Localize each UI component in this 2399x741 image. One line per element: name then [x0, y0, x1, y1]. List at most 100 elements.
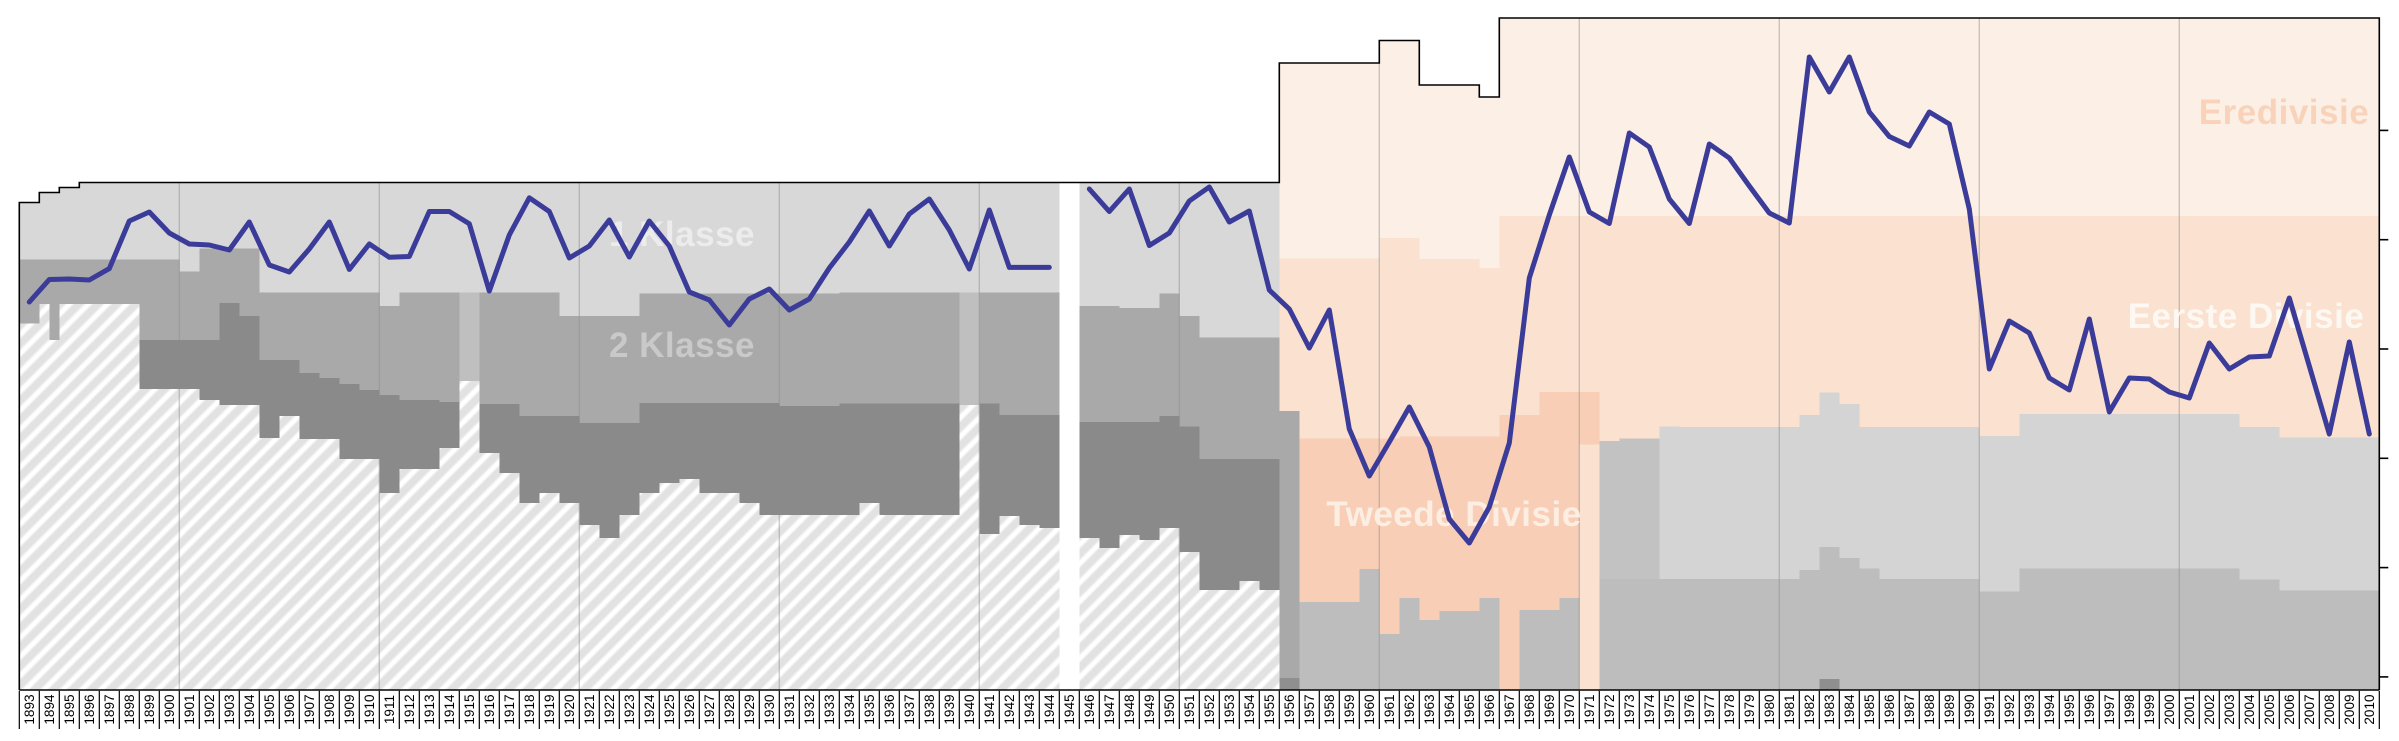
svg-text:1989: 1989	[1942, 694, 1957, 724]
svg-text:1911: 1911	[382, 695, 397, 724]
svg-text:1998: 1998	[2122, 694, 2137, 724]
svg-text:1912: 1912	[402, 694, 417, 724]
svg-text:1993: 1993	[2022, 694, 2037, 724]
svg-text:Eredivisie: Eredivisie	[2199, 93, 2369, 132]
svg-text:1932: 1932	[802, 694, 817, 724]
svg-text:1976: 1976	[1682, 694, 1697, 724]
svg-text:1970: 1970	[1562, 694, 1577, 725]
svg-text:1917: 1917	[502, 694, 517, 724]
svg-text:2004: 2004	[2242, 694, 2257, 725]
svg-text:1920: 1920	[562, 694, 577, 725]
svg-text:1914: 1914	[442, 694, 457, 725]
svg-text:1971: 1971	[1582, 694, 1597, 724]
svg-text:1916: 1916	[482, 694, 497, 724]
svg-text:1938: 1938	[922, 694, 937, 724]
svg-text:1983: 1983	[1822, 694, 1837, 724]
svg-text:1910: 1910	[362, 694, 377, 725]
svg-text:1977: 1977	[1702, 694, 1717, 724]
svg-text:1953: 1953	[1222, 694, 1237, 724]
svg-text:1896: 1896	[82, 694, 97, 724]
svg-text:1961: 1961	[1382, 694, 1397, 724]
svg-text:1934: 1934	[842, 694, 857, 725]
svg-text:1992: 1992	[2002, 694, 2017, 724]
svg-text:1923: 1923	[622, 694, 637, 724]
svg-text:1975: 1975	[1662, 694, 1677, 724]
svg-text:2002: 2002	[2202, 694, 2217, 724]
svg-text:1931: 1931	[782, 694, 797, 724]
svg-text:1973: 1973	[1622, 694, 1637, 724]
svg-text:1895: 1895	[62, 694, 77, 724]
svg-text:1997: 1997	[2102, 694, 2117, 724]
svg-text:1941: 1941	[982, 694, 997, 724]
svg-text:1898: 1898	[122, 694, 137, 724]
svg-text:1959: 1959	[1342, 694, 1357, 724]
svg-text:2006: 2006	[2282, 694, 2297, 724]
svg-text:1 Klasse: 1 Klasse	[609, 215, 755, 254]
svg-text:1960: 1960	[1362, 694, 1377, 725]
svg-text:1905: 1905	[262, 694, 277, 724]
svg-text:1972: 1972	[1602, 694, 1617, 724]
svg-text:1957: 1957	[1302, 694, 1317, 724]
svg-text:2008: 2008	[2322, 694, 2337, 724]
svg-text:1936: 1936	[882, 694, 897, 724]
svg-text:1922: 1922	[602, 694, 617, 724]
svg-text:1982: 1982	[1802, 694, 1817, 724]
svg-text:1979: 1979	[1742, 694, 1757, 724]
svg-text:1901: 1901	[182, 694, 197, 724]
svg-text:1981: 1981	[1782, 694, 1797, 724]
svg-text:1930: 1930	[762, 694, 777, 725]
svg-text:1919: 1919	[542, 694, 557, 724]
svg-text:1955: 1955	[1262, 694, 1277, 724]
svg-text:1942: 1942	[1002, 694, 1017, 724]
svg-text:1954: 1954	[1242, 694, 1257, 725]
svg-text:1926: 1926	[682, 694, 697, 724]
svg-text:2001: 2001	[2182, 694, 2197, 724]
svg-text:1996: 1996	[2082, 694, 2097, 724]
svg-text:1897: 1897	[102, 694, 117, 724]
svg-text:2007: 2007	[2302, 694, 2317, 724]
svg-text:1903: 1903	[222, 694, 237, 724]
svg-text:1958: 1958	[1322, 694, 1337, 724]
svg-text:1949: 1949	[1142, 694, 1157, 724]
svg-text:1965: 1965	[1462, 694, 1477, 724]
svg-text:1940: 1940	[962, 694, 977, 725]
svg-text:1974: 1974	[1642, 694, 1657, 725]
svg-text:1963: 1963	[1422, 694, 1437, 724]
svg-text:1951: 1951	[1182, 694, 1197, 724]
svg-text:1994: 1994	[2042, 694, 2057, 725]
svg-text:1918: 1918	[522, 694, 537, 724]
svg-text:1950: 1950	[1162, 694, 1177, 725]
svg-text:1952: 1952	[1202, 694, 1217, 724]
svg-text:1969: 1969	[1542, 694, 1557, 724]
svg-text:2010: 2010	[2362, 694, 2377, 725]
svg-text:Eerste Divisie: Eerste Divisie	[2128, 297, 2365, 336]
svg-text:1894: 1894	[42, 694, 57, 725]
svg-text:1913: 1913	[422, 694, 437, 724]
svg-text:1900: 1900	[162, 694, 177, 725]
svg-text:1928: 1928	[722, 694, 737, 724]
svg-text:1968: 1968	[1522, 694, 1537, 724]
svg-text:1909: 1909	[342, 694, 357, 724]
svg-text:1964: 1964	[1442, 694, 1457, 725]
svg-text:2000: 2000	[2162, 694, 2177, 725]
svg-text:1929: 1929	[742, 694, 757, 724]
svg-text:1933: 1933	[822, 694, 837, 724]
svg-text:1935: 1935	[862, 694, 877, 724]
svg-text:1984: 1984	[1842, 694, 1857, 725]
svg-text:1943: 1943	[1022, 694, 1037, 724]
svg-text:1987: 1987	[1902, 694, 1917, 724]
svg-text:1966: 1966	[1482, 694, 1497, 724]
svg-text:1986: 1986	[1882, 694, 1897, 724]
svg-text:1947: 1947	[1102, 694, 1117, 724]
svg-text:1995: 1995	[2062, 694, 2077, 724]
svg-text:1985: 1985	[1862, 694, 1877, 724]
svg-text:1945: 1945	[1062, 694, 1077, 724]
svg-text:1921: 1921	[582, 694, 597, 724]
svg-text:1988: 1988	[1922, 694, 1937, 724]
svg-text:1948: 1948	[1122, 694, 1137, 724]
svg-text:1906: 1906	[282, 694, 297, 724]
svg-text:1908: 1908	[322, 694, 337, 724]
svg-text:1999: 1999	[2142, 694, 2157, 724]
svg-text:1990: 1990	[1962, 694, 1977, 725]
svg-text:1991: 1991	[1982, 694, 1997, 724]
